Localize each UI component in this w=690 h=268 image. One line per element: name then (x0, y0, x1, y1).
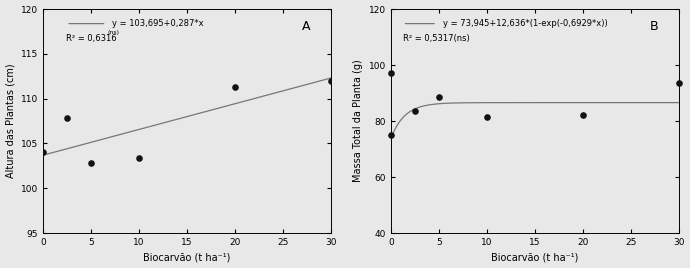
Point (326, 79, 337, 83)
Text: A: A (302, 20, 311, 33)
Point (482, 115, 493, 119)
Text: R² = 0,6316: R² = 0,6316 (66, 34, 117, 43)
Text: y = 103,695+0,287*x: y = 103,695+0,287*x (112, 19, 204, 28)
X-axis label: Biocarvão (t ha⁻¹): Biocarvão (t ha⁻¹) (491, 252, 578, 262)
Point (673, 81, 684, 85)
Text: y = 73,945+12,636*(1-exp(-0,6929*x)): y = 73,945+12,636*(1-exp(-0,6929*x)) (443, 19, 607, 28)
Y-axis label: Massa Total da Planta (g): Massa Total da Planta (g) (353, 60, 364, 183)
Point (230, 85, 241, 89)
X-axis label: Biocarvão (t ha⁻¹): Biocarvão (t ha⁻¹) (144, 252, 230, 262)
Text: (ns): (ns) (108, 30, 119, 35)
Point (134, 156, 145, 160)
Point (386, 133, 397, 137)
Point (578, 113, 589, 118)
Point (433, 95, 444, 99)
Point (38, 150, 49, 155)
Text: R² = 0,5317(ns): R² = 0,5317(ns) (402, 34, 469, 43)
Y-axis label: Altura das Plantas (cm): Altura das Plantas (cm) (6, 64, 16, 178)
Point (386, 71, 397, 76)
Text: B: B (650, 20, 658, 33)
Point (409, 109, 420, 113)
Point (61, 116, 72, 121)
Point (86, 161, 97, 165)
